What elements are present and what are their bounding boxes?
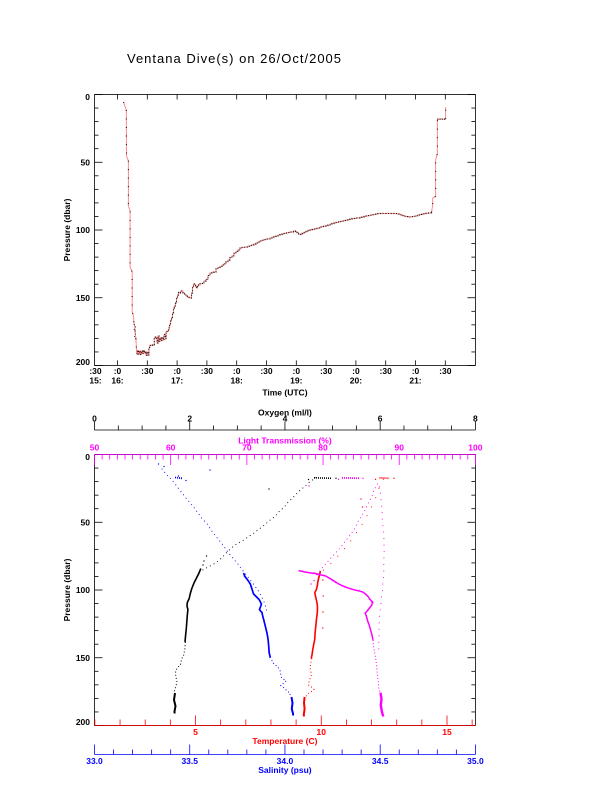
svg-text::30: :30 — [380, 366, 393, 376]
svg-text::0: :0 — [173, 366, 181, 376]
svg-text:21:: 21: — [409, 375, 421, 385]
svg-text:Oxygen (ml/l): Oxygen (ml/l) — [258, 407, 312, 417]
svg-text:100: 100 — [468, 443, 482, 453]
svg-text:70: 70 — [242, 443, 252, 453]
svg-text:60: 60 — [166, 443, 176, 453]
svg-text:34.5: 34.5 — [372, 756, 389, 766]
svg-text:4: 4 — [283, 414, 288, 424]
svg-text:Temperature (C): Temperature (C) — [252, 736, 317, 746]
svg-text:100: 100 — [76, 225, 90, 235]
svg-text:33.5: 33.5 — [181, 756, 198, 766]
svg-text:80: 80 — [318, 443, 328, 453]
svg-text:2: 2 — [187, 414, 192, 424]
svg-text:17:: 17: — [171, 375, 183, 385]
svg-text:200: 200 — [76, 357, 90, 367]
svg-text:50: 50 — [90, 443, 100, 453]
svg-text:150: 150 — [76, 653, 90, 663]
svg-text:35.0: 35.0 — [467, 756, 484, 766]
svg-text:Salinity (psu): Salinity (psu) — [258, 765, 312, 775]
svg-text:100: 100 — [76, 585, 90, 595]
svg-text:5: 5 — [193, 727, 198, 737]
svg-text:20:: 20: — [350, 375, 362, 385]
svg-text:33.0: 33.0 — [86, 756, 103, 766]
svg-text:8: 8 — [473, 414, 478, 424]
svg-text:0: 0 — [85, 92, 90, 102]
svg-text::30: :30 — [439, 366, 452, 376]
svg-text:18:: 18: — [231, 375, 243, 385]
svg-text:10: 10 — [317, 727, 327, 737]
svg-text::30: :30 — [260, 366, 273, 376]
svg-text:6: 6 — [378, 414, 383, 424]
svg-text::30: :30 — [320, 366, 333, 376]
svg-text::0: :0 — [233, 366, 241, 376]
svg-text:Time (UTC): Time (UTC) — [262, 388, 307, 398]
svg-text::0: :0 — [352, 366, 360, 376]
svg-text:90: 90 — [394, 443, 404, 453]
svg-text:Pressure (dbar): Pressure (dbar) — [62, 558, 72, 621]
svg-text:Light Transmission (%): Light Transmission (%) — [238, 436, 332, 446]
svg-text:15: 15 — [442, 727, 452, 737]
svg-text::30: :30 — [89, 366, 102, 376]
svg-text:150: 150 — [76, 293, 90, 303]
svg-text:50: 50 — [81, 517, 91, 527]
svg-text::0: :0 — [114, 366, 122, 376]
svg-text::30: :30 — [141, 366, 154, 376]
svg-text::0: :0 — [293, 366, 301, 376]
svg-text:34.0: 34.0 — [277, 756, 294, 766]
svg-text::30: :30 — [201, 366, 214, 376]
svg-text::0: :0 — [412, 366, 420, 376]
svg-text:50: 50 — [81, 157, 91, 167]
svg-text:0: 0 — [85, 452, 90, 462]
svg-text:Ventana Dive(s) on 26/Oct/2005: Ventana Dive(s) on 26/Oct/2005 — [127, 51, 342, 66]
svg-text:15:: 15: — [89, 375, 101, 385]
svg-text:200: 200 — [76, 717, 90, 727]
svg-text:Pressure (dbar): Pressure (dbar) — [62, 198, 72, 261]
svg-text:16:: 16: — [111, 375, 123, 385]
svg-text:0: 0 — [92, 414, 97, 424]
svg-text:19:: 19: — [290, 375, 302, 385]
